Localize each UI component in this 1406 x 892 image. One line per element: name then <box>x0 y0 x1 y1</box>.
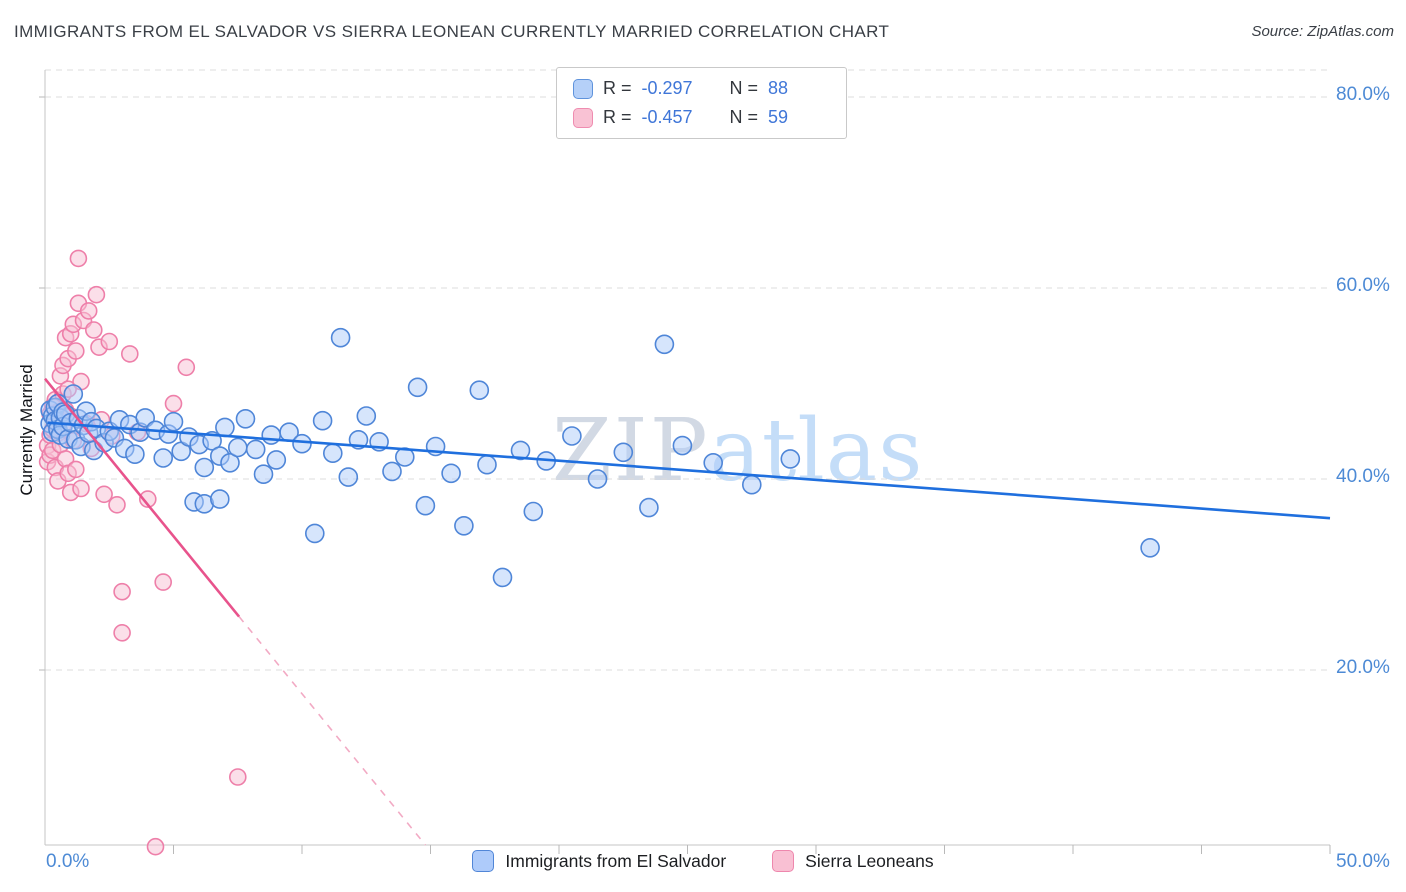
scatter-point-sierra-leone <box>139 490 157 508</box>
n-value: 88 <box>768 78 789 98</box>
scatter-point-el-salvador <box>125 444 145 465</box>
scatter-point-el-salvador <box>469 380 490 401</box>
scatter-point-el-salvador <box>194 457 215 478</box>
x-axis-min-label: 0.0% <box>46 851 90 872</box>
scatter-point-el-salvador <box>304 523 325 544</box>
page-title: IMMIGRANTS FROM EL SALVADOR VS SIERRA LE… <box>14 22 890 41</box>
scatter-point-sierra-leone <box>67 342 85 360</box>
scatter-point-el-salvador <box>322 443 343 464</box>
scatter-point-el-salvador <box>382 461 402 482</box>
scatter-point-el-salvador <box>292 433 312 454</box>
pink-series-swatch-icon <box>573 107 593 128</box>
scatter-point-el-salvador <box>135 408 155 428</box>
scatter-point-el-salvador <box>510 440 531 461</box>
scatter-point-el-salvador <box>407 377 428 398</box>
legend-row-el-salvador: R = -0.297 N = 88 <box>573 78 830 99</box>
r-label: R = <box>603 107 632 127</box>
legend-item-sierra-leoneans: Sierra Leoneans <box>772 850 934 872</box>
trend-line-el-salvador <box>47 421 1331 520</box>
scatter-point-el-salvador <box>639 497 659 518</box>
scatter-point-sierra-leone <box>87 285 106 304</box>
scatter-point-el-salvador <box>235 408 256 429</box>
legend-item-label: Immigrants from El Salvador <box>505 850 727 871</box>
scatter-point-el-salvador <box>261 425 282 445</box>
scatter-point-el-salvador <box>672 435 693 456</box>
r-value: -0.457 <box>641 107 693 127</box>
y-axis-tick-label: 20.0% <box>1336 657 1390 678</box>
scatter-point-el-salvador <box>228 437 248 458</box>
scatter-point-el-salvador <box>338 467 359 487</box>
legend-row-sierra-leone: R = -0.457 N = 59 <box>573 107 830 128</box>
scatter-point-sierra-leone <box>229 768 247 786</box>
scatter-point-el-salvador <box>703 452 724 473</box>
scatter-point-sierra-leone <box>154 573 172 591</box>
trend-line-sierra-leone <box>43 377 241 618</box>
n-label: N = <box>729 78 759 98</box>
scatter-point-el-salvador <box>523 501 544 522</box>
scatter-point-el-salvador <box>441 463 461 484</box>
series-legend: Immigrants from El Salvador Sierra Leone… <box>0 850 1406 872</box>
scatter-point-el-salvador <box>63 384 84 404</box>
scatter-point-el-salvador <box>266 450 287 470</box>
scatter-point-el-salvador <box>220 452 240 473</box>
x-axis-max-label: 50.0% <box>1336 851 1390 872</box>
blue-legend-swatch-icon <box>472 850 495 872</box>
y-axis-tick-label: 60.0% <box>1336 275 1390 296</box>
scatter-point-el-salvador <box>210 489 230 509</box>
y-axis-tick-label: 40.0% <box>1336 466 1390 487</box>
y-axis-tick-label: 80.0% <box>1336 84 1390 105</box>
legend-item-el-salvador: Immigrants from El Salvador <box>472 850 726 872</box>
scatter-point-el-salvador <box>330 327 351 348</box>
scatter-point-el-salvador <box>253 464 274 485</box>
pink-legend-swatch-icon <box>772 850 795 872</box>
scatter-point-el-salvador <box>613 442 634 463</box>
scatter-point-el-salvador <box>477 454 497 475</box>
scatter-point-el-salvador <box>492 567 513 588</box>
scatter-point-sierra-leone <box>67 460 85 479</box>
trend-extension-sierra-leone <box>238 616 426 846</box>
scatter-point-el-salvador <box>153 448 173 468</box>
scatter-point-el-salvador <box>654 334 675 355</box>
scatter-point-sierra-leone <box>95 485 113 504</box>
r-label: R = <box>603 78 632 98</box>
scatter-point-sierra-leone <box>113 623 131 642</box>
scatter-point-sierra-leone <box>69 249 88 268</box>
r-value: -0.297 <box>641 78 693 98</box>
scatter-point-sierra-leone <box>100 332 119 351</box>
scatter-point-sierra-leone <box>108 495 126 514</box>
scatter-point-sierra-leone <box>121 345 139 363</box>
n-value: 59 <box>768 107 789 127</box>
source-attribution: Source: ZipAtlas.com <box>1251 23 1394 40</box>
scatter-point-el-salvador <box>415 495 436 516</box>
blue-series-swatch-icon <box>573 78 593 99</box>
scatter-point-el-salvador <box>562 426 582 446</box>
n-label: N = <box>729 107 759 127</box>
scatter-point-sierra-leone <box>79 302 98 320</box>
legend-item-label: Sierra Leoneans <box>805 850 934 871</box>
scatter-point-sierra-leone <box>177 358 196 377</box>
correlation-stats-legend: R = -0.297 N = 88 R = -0.457 N = 59 <box>556 67 848 139</box>
scatter-point-el-salvador <box>312 410 333 431</box>
scatter-point-el-salvador <box>1140 537 1160 558</box>
scatter-point-sierra-leone <box>72 479 90 498</box>
scatter-point-el-salvador <box>780 449 801 469</box>
scatter-point-el-salvador <box>163 411 184 432</box>
scatter-point-el-salvador <box>741 474 762 495</box>
scatter-point-el-salvador <box>454 515 474 536</box>
scatter-point-el-salvador <box>215 417 235 438</box>
scatter-point-sierra-leone <box>113 582 131 601</box>
scatter-point-el-salvador <box>587 469 608 489</box>
scatter-point-sierra-leone <box>164 394 183 413</box>
scatter-point-sierra-leone <box>146 837 165 856</box>
scatter-point-sierra-leone <box>85 321 103 339</box>
scatter-point-el-salvador <box>356 406 377 426</box>
scatter-point-el-salvador <box>245 439 266 460</box>
